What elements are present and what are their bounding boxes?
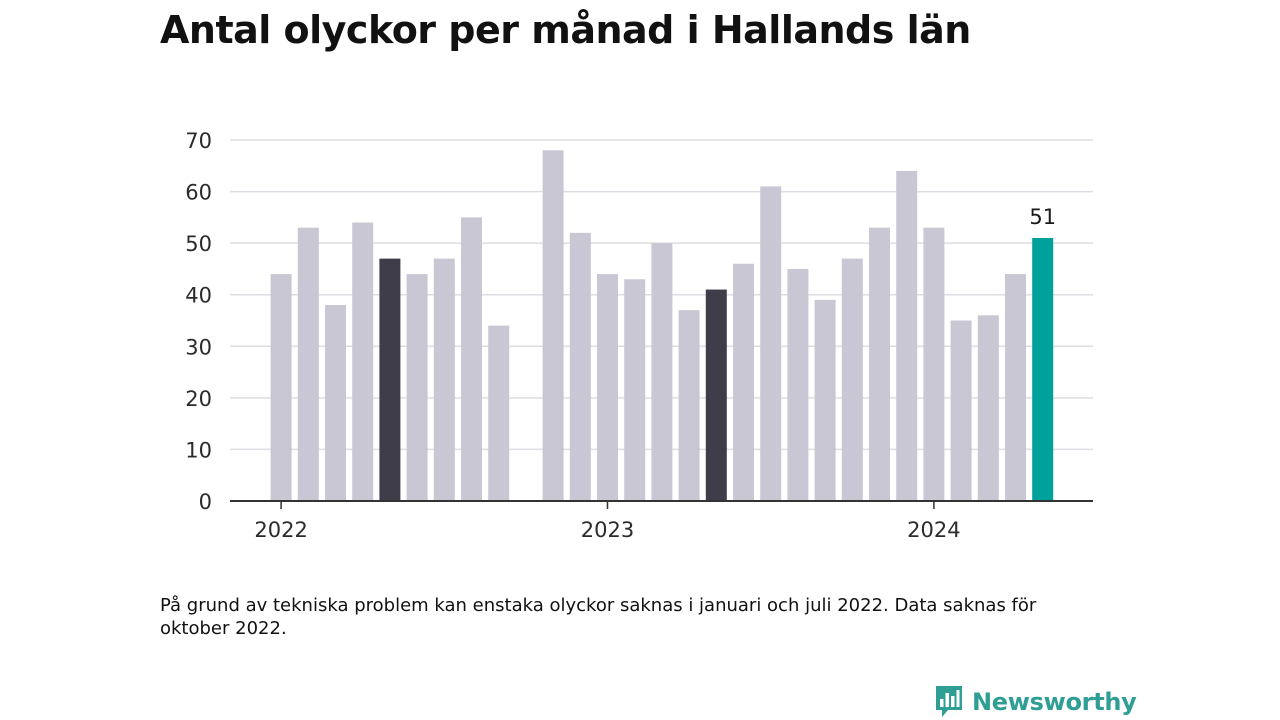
x-axis-ticks: 2022 2023 2024 — [254, 501, 961, 542]
bar-2023-12 — [896, 170, 918, 501]
y-tick-label: 10 — [185, 438, 212, 462]
bar-2024-05 — [1032, 237, 1054, 501]
bar-2022-03 — [325, 305, 346, 501]
bar-2023-07 — [760, 186, 782, 501]
bar-2023-04 — [678, 310, 700, 501]
bar-2022-01 — [270, 274, 292, 501]
bar-2022-11 — [542, 150, 564, 502]
bar-2022-04 — [352, 222, 374, 501]
bar-2023-01 — [597, 274, 618, 501]
y-tick-label: 70 — [185, 129, 212, 153]
bar-2023-10 — [841, 258, 863, 501]
bar-2023-05 — [705, 289, 727, 501]
y-tick-label: 60 — [185, 181, 212, 205]
bar-chart: 0 10 20 30 40 50 60 70 51 2022 2023 2024 — [185, 129, 1093, 542]
bar-2024-04 — [1005, 274, 1026, 501]
bar-2023-03 — [651, 243, 673, 501]
y-tick-label: 50 — [185, 232, 212, 256]
y-tick-label: 20 — [185, 387, 212, 411]
y-axis-ticks: 0 10 20 30 40 50 60 70 — [185, 129, 212, 514]
y-tick-label: 0 — [199, 490, 212, 514]
x-tick-label: 2022 — [254, 518, 307, 542]
bar-2023-08 — [787, 268, 809, 501]
bar-2022-05 — [379, 258, 401, 501]
bar-2023-06 — [733, 263, 754, 501]
y-tick-label: 30 — [185, 335, 212, 359]
bars — [270, 150, 1054, 502]
bar-2022-06 — [406, 274, 428, 501]
bar-2022-08 — [461, 217, 482, 501]
x-tick-label: 2023 — [581, 518, 634, 542]
chart-title: Antal olyckor per månad i Hallands län — [160, 8, 971, 52]
brand-logo: Newsworthy — [934, 684, 1137, 720]
newsworthy-logo-icon — [936, 686, 962, 717]
data-label: 51 — [1029, 205, 1056, 229]
x-tick-label: 2024 — [907, 518, 960, 542]
data-labels: 51 — [1029, 205, 1056, 229]
bar-2023-11 — [869, 227, 890, 501]
bar-2024-01 — [923, 227, 945, 501]
bar-2023-09 — [814, 299, 836, 501]
bar-2022-12 — [569, 232, 591, 502]
brand-name: Newsworthy — [972, 688, 1137, 716]
y-tick-label: 40 — [185, 284, 212, 308]
bar-2022-09 — [488, 325, 510, 501]
bar-2022-02 — [297, 227, 319, 501]
bar-2024-02 — [950, 320, 972, 501]
bar-2023-02 — [624, 279, 646, 501]
bar-2024-03 — [977, 315, 999, 501]
bar-2022-07 — [433, 258, 455, 501]
footnote: På grund av tekniska problem kan enstaka… — [160, 595, 1037, 639]
